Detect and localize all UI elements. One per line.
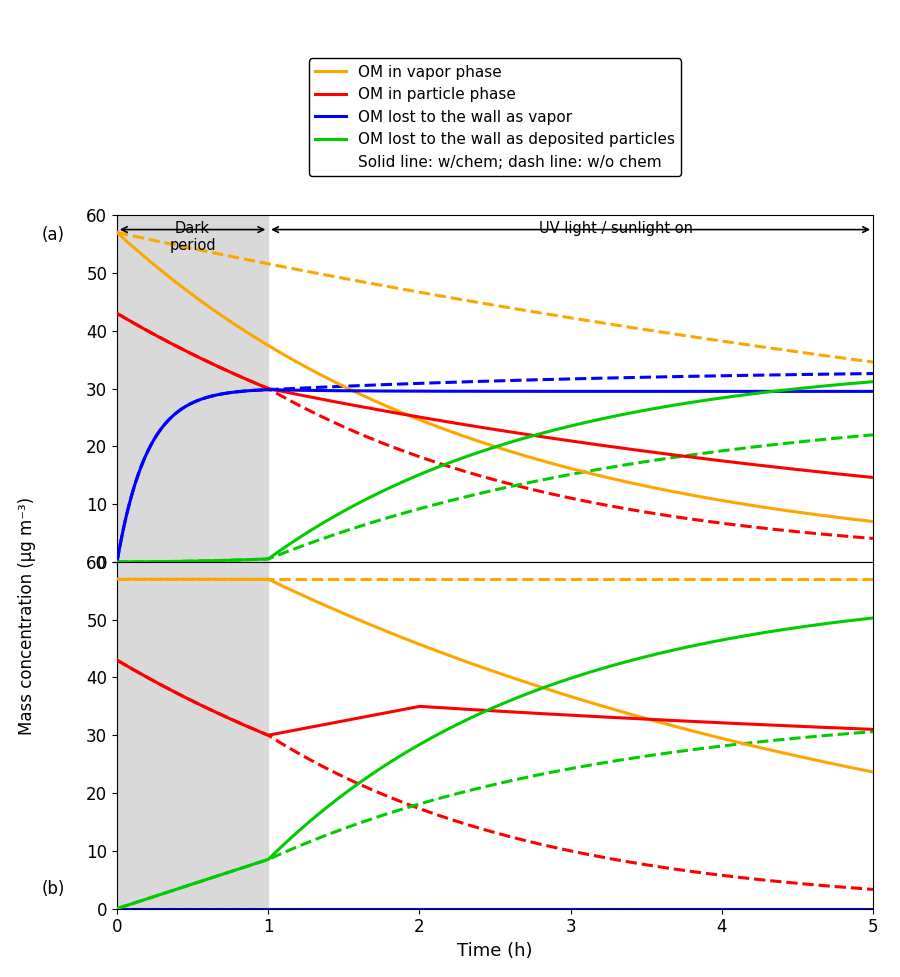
X-axis label: Time (h): Time (h) xyxy=(457,942,533,959)
Bar xyxy=(117,215,268,562)
Text: Mass concentration (μg m⁻³): Mass concentration (μg m⁻³) xyxy=(18,496,36,735)
Bar xyxy=(117,562,268,909)
Legend: OM in vapor phase, OM in particle phase, OM lost to the wall as vapor, OM lost t: OM in vapor phase, OM in particle phase,… xyxy=(309,59,681,176)
Text: Dark
period: Dark period xyxy=(169,221,216,253)
Text: (b): (b) xyxy=(41,880,65,898)
Text: UV light / sunlight on: UV light / sunlight on xyxy=(539,221,693,235)
Text: (a): (a) xyxy=(41,226,65,243)
